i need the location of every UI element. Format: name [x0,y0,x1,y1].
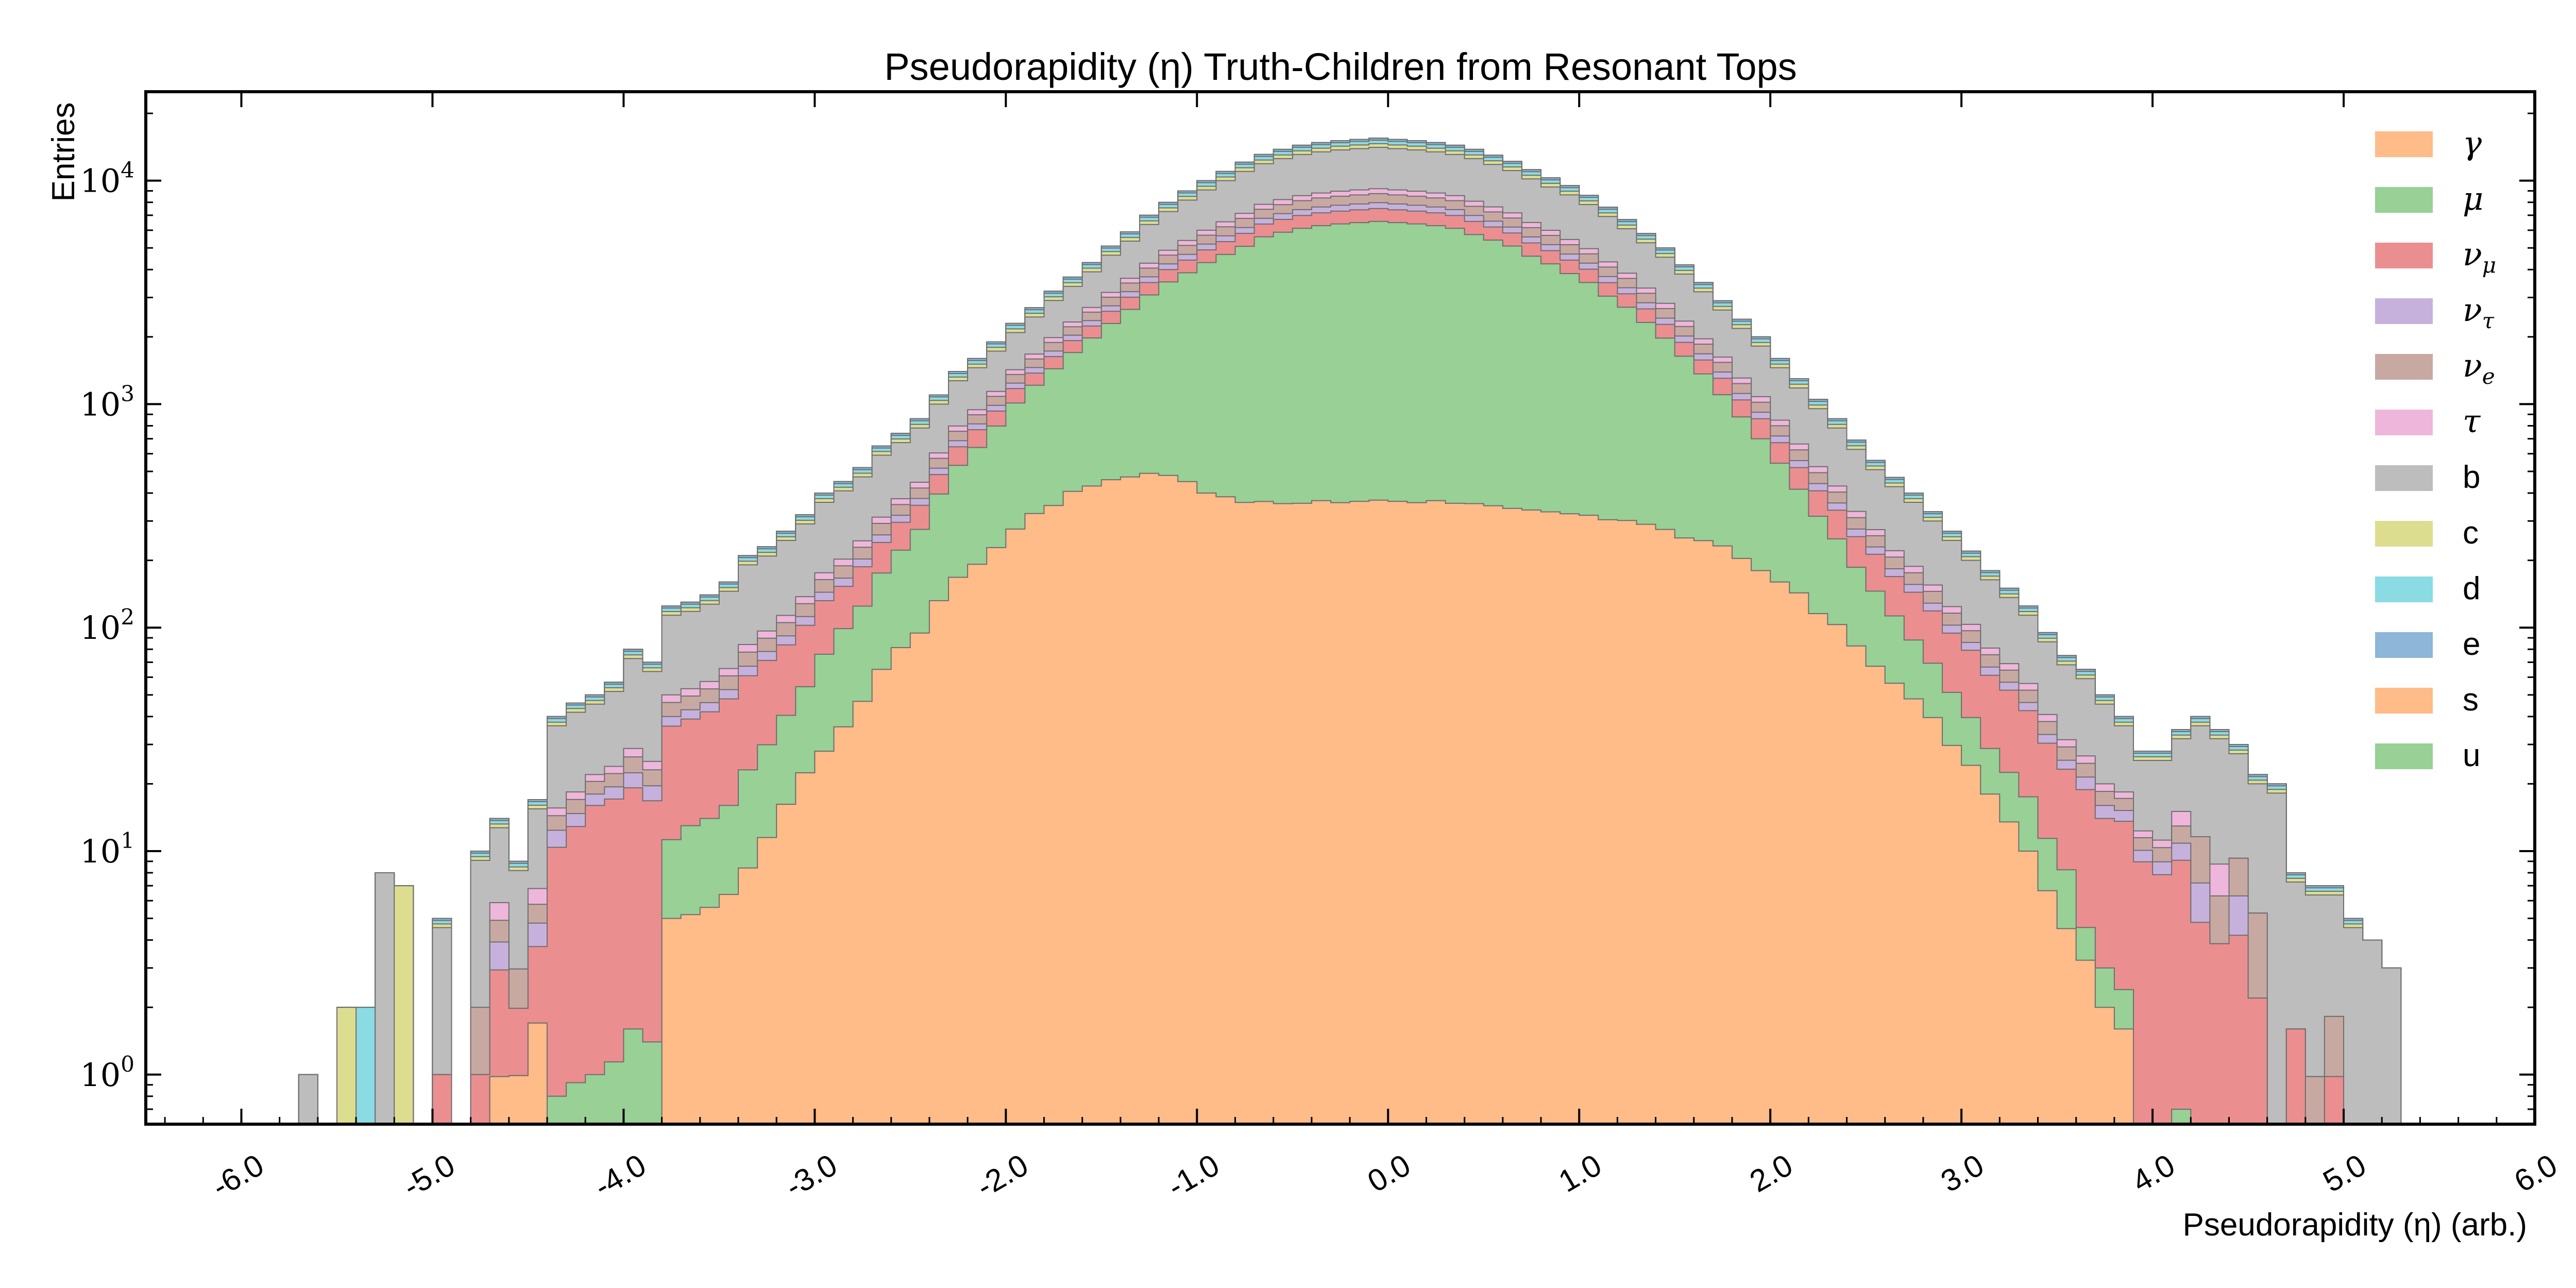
x-tick-label: 5.0 [2317,1147,2372,1199]
legend-swatch [2375,465,2433,491]
chart-title: Pseudorapidity (η) Truth-Children from R… [884,45,1797,88]
legend-swatch [2375,577,2433,602]
x-tick-label: -5.0 [397,1147,461,1204]
x-tick-label: 4.0 [2126,1147,2181,1199]
plot-area [298,138,2402,1124]
y-axis-label: Entries [46,103,81,202]
series-s-bars [489,472,2134,1124]
legend-label: d [2463,571,2480,606]
legend-label: u [2463,738,2480,773]
y-tick-label: 103 [80,381,134,423]
x-tick-label: 1.0 [1553,1147,1607,1199]
x-tick-label: 3.0 [1935,1147,1990,1199]
y-tick-label: 100 [80,1052,134,1094]
legend-swatch [2375,632,2433,658]
legend-label: νμ [2463,235,2496,278]
legend-swatch [2375,743,2433,769]
legend-label: ντ [2463,291,2495,333]
legend-swatch [2375,131,2433,157]
x-tick-label: -2.0 [971,1147,1034,1204]
x-tick-label: -4.0 [588,1147,652,1204]
legend-swatch [2375,243,2433,268]
x-tick-label: -6.0 [206,1147,269,1204]
legend-swatch [2375,298,2433,324]
y-tick-label: 104 [80,158,134,200]
legend-label: γ [2463,124,2482,162]
legend-swatch [2375,521,2433,547]
legend-label: τ [2463,402,2481,440]
x-tick-label: -1.0 [1162,1147,1225,1204]
x-tick-label: 0.0 [1362,1147,1416,1199]
legend-label: νe [2463,347,2495,389]
y-tick-label: 101 [80,828,134,870]
x-tick-label: 2.0 [1744,1147,1799,1199]
x-tick-label: -3.0 [779,1147,843,1204]
y-tick-label: 102 [80,604,134,647]
legend-label: e [2463,626,2480,662]
legend-swatch [2375,410,2433,435]
legend-label: s [2463,682,2479,718]
legend-swatch [2375,688,2433,714]
x-axis-label: Pseudorapidity (η) (arb.) [2183,1207,2528,1243]
legend-swatch [2375,354,2433,380]
legend-label: μ [2463,180,2483,217]
legend-label: b [2463,460,2480,495]
legend-label: c [2463,515,2479,551]
plot-frame [144,90,2536,1126]
legend-swatch [2375,187,2433,213]
x-tick-label: 6.0 [2509,1147,2563,1199]
